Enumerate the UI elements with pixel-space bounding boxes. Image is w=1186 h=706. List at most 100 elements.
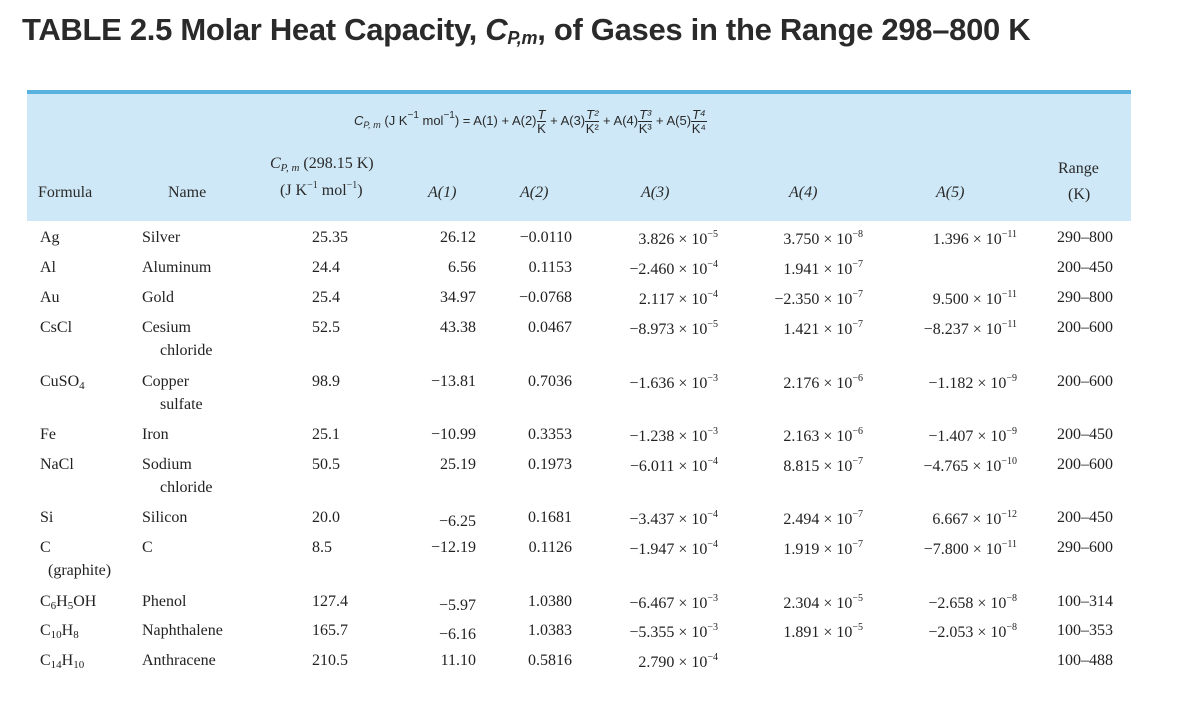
- cell-name: Aluminum: [142, 259, 212, 276]
- title-subscript: P,m: [507, 28, 538, 48]
- cell-a4-mantissa: 2.176 × 10: [783, 375, 853, 392]
- cell-name-line2: sulfate: [160, 396, 203, 413]
- formula-part: OH: [73, 593, 97, 610]
- eq-frac-t2-num: T²: [585, 107, 600, 122]
- cell-a1: 26.12: [440, 229, 476, 246]
- cell-a3-mantissa: −6.011 × 10: [629, 458, 708, 475]
- table-header-band: [27, 90, 1131, 221]
- cell-a5-exponent: −11: [1001, 229, 1017, 240]
- formula-part: H: [61, 622, 74, 639]
- cell-a1: 11.10: [440, 652, 476, 669]
- cell-range: 200–450: [1057, 426, 1113, 443]
- cell-a4-mantissa: 2.304 × 10: [783, 595, 853, 612]
- header-cp-units-sup2: −1: [346, 180, 358, 191]
- cell-a2: 0.5816: [528, 652, 572, 669]
- cell-formula: Fe: [40, 426, 56, 444]
- cell-name: Sodium: [142, 456, 192, 473]
- header-cp-units-sup: −1: [307, 180, 318, 191]
- cell-cp: 24.4: [312, 259, 340, 276]
- cell-a3-exponent: −5: [707, 229, 718, 240]
- header-cp-units-mid: mol: [317, 182, 347, 199]
- cell-a2: 0.7036: [528, 373, 572, 390]
- eq-frac-t3: T³ K³: [638, 108, 653, 135]
- cell-a3-exponent: −3: [707, 593, 718, 604]
- cell-a5: −7.800 × 10−11: [924, 539, 1017, 559]
- cell-a4-exponent: −7: [852, 456, 863, 467]
- eq-a4: + A(4): [603, 112, 639, 128]
- formula-part: Si: [40, 509, 54, 526]
- cell-range: 290–800: [1057, 229, 1113, 246]
- cell-a5-exponent: −11: [1001, 539, 1017, 550]
- formula-subscript: 14: [50, 659, 62, 671]
- cell-a4-exponent: −5: [852, 622, 863, 633]
- formula-subscript: 5: [67, 600, 74, 612]
- cell-a3-mantissa: −1.947 × 10: [629, 541, 708, 558]
- cell-a3-mantissa: 3.826 × 10: [638, 231, 708, 248]
- cell-a3-exponent: −4: [707, 456, 718, 467]
- eq-frac-t-num: T: [536, 107, 547, 122]
- cell-cp: 127.4: [312, 593, 348, 610]
- cell-a4-exponent: −7: [852, 259, 863, 270]
- cell-a4-mantissa: 8.815 × 10: [783, 458, 853, 475]
- formula-part: C: [40, 622, 51, 639]
- cell-a3-exponent: −5: [707, 319, 718, 330]
- cell-range: 100–488: [1057, 652, 1113, 669]
- cell-formula: C: [40, 539, 51, 557]
- cell-cp: 25.1: [312, 426, 340, 443]
- eq-units-sup: −1: [407, 109, 419, 121]
- cell-formula: Si: [40, 509, 53, 527]
- cell-a5-exponent: −11: [1001, 289, 1017, 300]
- cell-a3: −6.467 × 10−3: [629, 593, 718, 613]
- formula-part: Fe: [40, 426, 56, 443]
- header-name: Name: [168, 184, 207, 201]
- cell-cp: 8.5: [312, 539, 332, 556]
- cell-a3-exponent: −4: [707, 539, 718, 550]
- cell-a5: 6.667 × 10−12: [932, 509, 1017, 529]
- cell-a3-mantissa: 2.790 × 10: [638, 654, 708, 671]
- cell-a3-exponent: −4: [707, 652, 718, 663]
- eq-frac-t2-den: K²: [585, 121, 599, 136]
- cell-a5-exponent: −11: [1001, 319, 1017, 330]
- cell-a3-mantissa: −1.636 × 10: [629, 375, 708, 392]
- cell-range: 290–800: [1057, 289, 1113, 306]
- cell-cp: 98.9: [312, 373, 340, 390]
- cell-a5: −2.053 × 10−8: [928, 622, 1017, 642]
- cell-a1: 43.38: [440, 319, 476, 336]
- cell-a2: 0.0467: [528, 319, 572, 336]
- table-title: TABLE 2.5 Molar Heat Capacity, CP,m, of …: [22, 12, 1031, 49]
- cell-a5: −1.407 × 10−9: [928, 426, 1017, 446]
- formula-part: Au: [40, 289, 60, 306]
- cell-a3: −5.355 × 10−3: [629, 622, 718, 642]
- eq-rhs-a1-a2: ) = A(1) + A(2): [454, 112, 537, 128]
- cell-a3-mantissa: −6.467 × 10: [629, 595, 708, 612]
- cell-formula: Au: [40, 289, 60, 307]
- cell-formula-line2: (graphite): [48, 562, 112, 579]
- cell-cp: 50.5: [312, 456, 340, 473]
- cell-a5-exponent: −8: [1006, 593, 1017, 604]
- cell-a3-exponent: −4: [707, 509, 718, 520]
- cell-a1: 25.19: [440, 456, 476, 473]
- cell-a2: 0.3353: [528, 426, 572, 443]
- title-prefix: TABLE 2.5 Molar Heat Capacity,: [22, 12, 486, 47]
- header-cp-symbol: C: [270, 155, 281, 172]
- cell-a2: 1.0380: [528, 593, 572, 610]
- cell-a4-mantissa: −2.350 × 10: [774, 291, 853, 308]
- cell-name: Phenol: [142, 593, 187, 610]
- cell-name: Naphthalene: [142, 622, 223, 639]
- cell-a4: 2.176 × 10−6: [783, 373, 863, 393]
- formula-part: H: [61, 652, 74, 669]
- eq-frac-t2: T² K²: [585, 107, 600, 136]
- eq-lhs: C: [354, 112, 364, 128]
- cell-a5: −2.658 × 10−8: [928, 593, 1017, 613]
- eq-frac-t-den: K: [537, 121, 546, 136]
- eq-a3: + A(3): [550, 112, 586, 128]
- cell-range: 200–450: [1057, 509, 1113, 526]
- title-suffix: , of Gases in the Range 298–800 K: [537, 12, 1031, 47]
- cell-a3: −1.238 × 10−3: [629, 426, 718, 446]
- cell-a5-mantissa: 6.667 × 10: [932, 511, 1002, 528]
- cell-formula: Ag: [40, 229, 60, 247]
- cell-a4: 1.919 × 10−7: [783, 539, 863, 559]
- eq-a5: + A(5): [656, 112, 692, 128]
- cell-a1: −6.25: [438, 513, 476, 530]
- cell-range: 100–353: [1057, 622, 1113, 639]
